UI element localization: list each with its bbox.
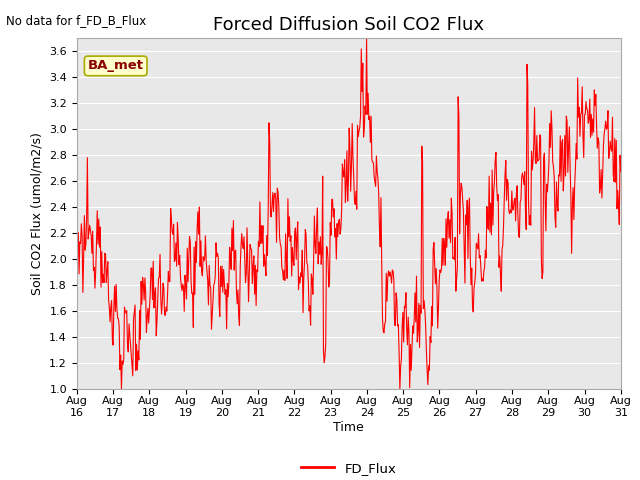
X-axis label: Time: Time (333, 421, 364, 434)
Y-axis label: Soil CO2 Flux (umol/m2/s): Soil CO2 Flux (umol/m2/s) (31, 132, 44, 295)
Legend: FD_Flux: FD_Flux (296, 457, 402, 480)
Title: Forced Diffusion Soil CO2 Flux: Forced Diffusion Soil CO2 Flux (213, 16, 484, 34)
Text: BA_met: BA_met (88, 60, 144, 72)
Text: No data for f_FD_B_Flux: No data for f_FD_B_Flux (6, 14, 147, 27)
